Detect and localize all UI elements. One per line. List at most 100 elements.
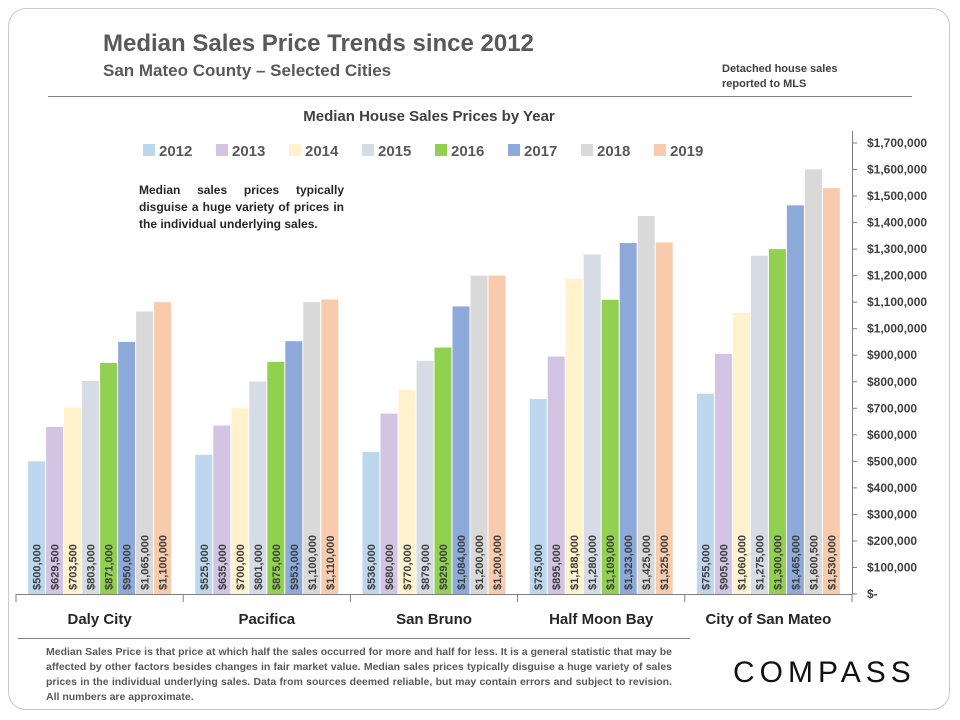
legend-swatch-2017 [508,144,520,156]
source-note: Detached house sales reported to MLS [722,62,862,92]
data-label: $1,100,000 [158,535,170,590]
data-label: $1,109,000 [605,535,617,590]
bar-2019-3 [655,242,673,594]
data-label: $1,065,000 [140,535,152,590]
data-label: $1,110,000 [325,536,337,590]
data-label: $1,300,000 [772,535,784,590]
bar-2019-0 [154,302,172,594]
bar-2015-0 [82,380,100,594]
y-tick-label: $- [867,587,878,601]
data-label: $1,465,000 [790,535,802,590]
y-axis: $- $100,000 $200,000 $300,000 $400,000 $500,0… [852,131,927,601]
legend-label-2012: 2012 [159,143,192,160]
bar-2015-1 [249,381,267,594]
header-divider [48,96,912,97]
y-tick-label: $600,000 [867,428,917,442]
data-label: $1,200,000 [474,535,486,590]
bars-group [28,169,840,595]
bar-2016-2 [434,347,452,594]
compass-logo: COMPASS [733,656,916,689]
data-label: $879,000 [420,544,432,590]
data-label: $1,200,000 [492,535,504,590]
legend-swatch-2014 [289,144,301,156]
legend-label-2017: 2017 [524,143,557,160]
page-title: Median Sales Price Trends since 2012 [103,30,534,57]
data-label: $735,000 [533,544,545,590]
data-label: $895,000 [551,544,563,590]
bar-2012-0 [28,461,46,594]
data-label: $1,600,500 [808,535,820,590]
data-label: $703,500 [68,544,80,590]
y-tick-label: $800,000 [867,375,917,389]
data-label: $525,000 [199,544,211,590]
bar-2015-2 [416,360,434,594]
bar-2017-0 [118,341,136,594]
bar-2015-3 [583,254,601,594]
data-labels-group: $500,000 $629,500 $703,500 $803,000 $871,000… [32,535,839,590]
legend-label-2019: 2019 [670,143,703,160]
data-label: $1,084,000 [456,535,468,590]
data-label: $1,275,000 [754,535,766,590]
y-tick-label: $200,000 [867,534,917,548]
data-label: $500,000 [32,544,44,590]
category-label: Half Moon Bay [549,611,654,628]
y-tick-label: $1,500,000 [867,189,927,203]
legend-swatch-2019 [654,144,666,156]
bar-2019-2 [488,275,506,594]
legend-swatch-2016 [435,144,447,156]
data-label: $953,000 [289,544,301,590]
bar-2016-0 [100,362,118,594]
bar-2014-3 [565,278,583,594]
category-label: Daly City [67,611,132,628]
bar-2014-2 [398,389,416,594]
x-axis: Daly City Pacifica San Bruno Half Moon Bay C… [15,594,853,628]
bar-2012-1 [195,454,213,594]
chart-legend: 2012 2013 2014 2015 2016 2017 2018 2019 [143,143,703,160]
legend-label-2018: 2018 [597,143,630,160]
bar-2014-4 [732,312,750,594]
source-note-line-2: reported to MLS [722,78,807,90]
bar-2014-0 [64,407,82,594]
data-label: $1,280,000 [587,535,599,590]
legend-swatch-2015 [362,144,374,156]
bar-2016-4 [768,249,786,594]
page-subtitle: San Mateo County – Selected Cities [103,61,392,80]
chart-annotation: Median sales prices typically disguise a… [139,183,344,231]
y-tick-label: $500,000 [867,454,917,468]
y-tick-label: $1,400,000 [867,216,927,230]
data-label: $1,530,000 [826,535,838,590]
bar-2016-3 [601,299,619,594]
data-label: $700,000 [235,544,247,590]
bar-2012-2 [362,451,380,594]
bar-2013-4 [714,353,732,594]
data-label: $629,500 [50,544,62,590]
bar-2018-3 [637,215,655,595]
y-tick-label: $400,000 [867,481,917,495]
data-label: $1,425,000 [641,535,653,590]
legend-label-2014: 2014 [305,143,339,160]
data-label: $801,000 [253,544,265,590]
bar-2018-0 [136,311,154,594]
legend-swatch-2018 [581,144,593,156]
data-label: $680,000 [384,544,396,590]
data-label: $803,000 [86,544,98,590]
y-tick-label: $300,000 [867,507,917,521]
legend-swatch-2012 [143,144,155,156]
bar-2013-0 [46,426,64,594]
legend-label-2015: 2015 [378,143,411,160]
footer-divider [18,638,690,639]
chart-title: Median House Sales Prices by Year [303,108,555,125]
bar-2012-3 [529,399,547,594]
y-tick-label: $900,000 [867,348,917,362]
data-label: $871,000 [104,544,116,590]
data-label: $770,000 [402,544,414,590]
category-label: Pacifica [238,611,295,628]
data-label: $755,000 [700,544,712,590]
bar-2017-3 [619,243,637,595]
y-tick-label: $1,300,000 [867,242,927,256]
bar-2013-3 [547,356,565,594]
bar-2018-2 [470,275,488,594]
bar-2015-4 [750,255,768,594]
bar-2016-1 [267,361,285,594]
